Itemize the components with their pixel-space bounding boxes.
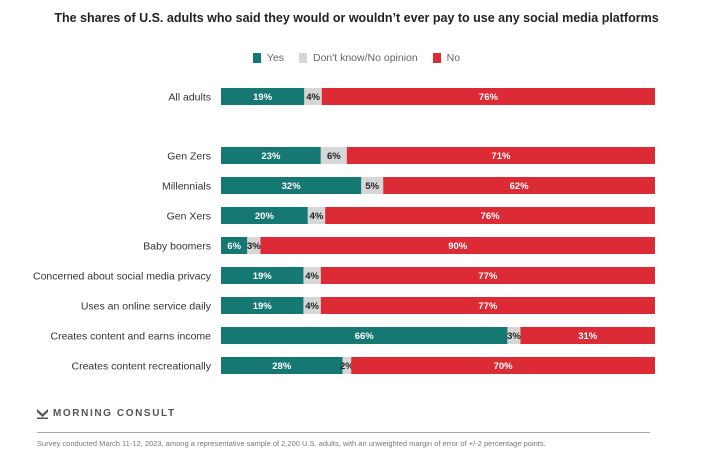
stacked-bar-chart: All adults 19% 4% 76% Gen Zers 23% 6% 71% Millen… (33, 88, 655, 374)
bar-segment-yes (221, 147, 321, 164)
bar-segment-no (520, 327, 655, 344)
bar-segment-yes (221, 267, 304, 284)
bar-row: Gen Zers 23% 6% 71% (167, 147, 655, 164)
bar-segment-dont-know (307, 207, 326, 224)
legend-item-no: No (432, 52, 461, 64)
data-label: 77% (478, 301, 498, 312)
data-label: 76% (479, 92, 499, 103)
footer-divider (37, 432, 650, 433)
legend-item-dont-know: Don't know/No opinion (298, 52, 418, 64)
data-label: 31% (578, 331, 598, 342)
data-label: 28% (272, 361, 292, 372)
bar-segment-yes (221, 357, 343, 374)
data-label: 71% (491, 151, 511, 162)
bar-segment-dont-know (342, 357, 352, 374)
data-label: 19% (253, 92, 273, 103)
data-label: 2% (340, 361, 354, 372)
category-label: Uses an online service daily (81, 301, 212, 313)
data-label: 90% (448, 241, 468, 252)
bar-row: Uses an online service daily 19% 4% 77% (81, 297, 655, 314)
bar-row: Creates content recreationally 28% 2% 70% (72, 357, 655, 374)
chart-legend: Yes Don't know/No opinion No (0, 52, 713, 66)
data-label: 20% (255, 211, 275, 222)
data-label: 70% (494, 361, 514, 372)
data-label: 6% (327, 151, 341, 162)
data-label: 3% (507, 331, 521, 342)
legend-label-yes: Yes (266, 52, 285, 64)
bar-segment-yes (221, 237, 248, 254)
bar-segment-no (325, 207, 655, 224)
data-label: 5% (365, 181, 379, 192)
data-label: 76% (481, 211, 501, 222)
bar-row: Millennials 32% 5% 62% (162, 177, 655, 194)
bar-row: Creates content and earns income 66% 3% 31% (50, 327, 655, 344)
data-label: 6% (227, 241, 241, 252)
data-label: 23% (261, 151, 281, 162)
category-label: Gen Zers (167, 151, 211, 163)
category-label: Creates content recreationally (72, 361, 212, 373)
category-label: Concerned about social media privacy (33, 271, 212, 283)
legend-swatch-dont-know (298, 53, 307, 63)
brand-logo: MORNING CONSULT (37, 408, 176, 419)
data-label: 62% (510, 181, 530, 192)
data-label: 19% (253, 271, 273, 282)
legend-label-no: No (446, 52, 461, 64)
brand-name: MORNING CONSULT (53, 408, 176, 419)
footnote: Survey conducted March 11-12, 2023, amon… (37, 439, 546, 448)
category-label: Gen Xers (167, 211, 211, 223)
morning-consult-m-icon (37, 408, 48, 419)
data-label: 19% (253, 301, 273, 312)
bar-row: Gen Xers 20% 4% 76% (167, 207, 655, 224)
bar-row: Baby boomers 6% 3% 90% (143, 237, 655, 254)
category-label: Millennials (162, 181, 211, 193)
data-label: 4% (310, 211, 324, 222)
category-label: Creates content and earns income (50, 331, 211, 343)
bar-row: All adults 19% 4% 76% (168, 88, 655, 105)
bar-segment-dont-know (303, 267, 321, 284)
legend-item-yes: Yes (252, 52, 285, 64)
data-label: 4% (306, 92, 320, 103)
bar-segment-yes (221, 327, 508, 344)
legend-swatch-yes (252, 53, 261, 63)
data-label: 77% (478, 271, 498, 282)
bar-segment-yes (221, 297, 304, 314)
data-label: 66% (355, 331, 375, 342)
legend-label-dont-know: Don't know/No opinion (312, 52, 418, 64)
data-label: 4% (305, 271, 319, 282)
bar-segment-yes (221, 88, 305, 105)
bar-segment-no (321, 88, 655, 105)
bar-segment-dont-know (320, 147, 347, 164)
data-label: 4% (305, 301, 319, 312)
bar-segment-no (320, 267, 655, 284)
bar-segment-no (383, 177, 655, 194)
category-label: All adults (168, 92, 211, 104)
bar-segment-dont-know (507, 327, 521, 344)
bar-segment-yes (221, 177, 362, 194)
bar-segment-no (260, 237, 655, 254)
bar-segment-no (351, 357, 655, 374)
data-label: 32% (282, 181, 302, 192)
bar-segment-dont-know (304, 88, 322, 105)
bar-row: Concerned about social media privacy 19% 4… (33, 267, 655, 284)
legend-swatch-no (432, 53, 441, 63)
chart-title: The shares of U.S. adults who said they … (54, 11, 659, 25)
data-label: 3% (247, 241, 261, 252)
bar-segment-no (320, 297, 655, 314)
bar-segment-dont-know (361, 177, 384, 194)
bar-segment-no (346, 147, 655, 164)
bar-segment-dont-know (247, 237, 261, 254)
bar-segment-yes (221, 207, 308, 224)
bar-segment-dont-know (303, 297, 321, 314)
category-label: Baby boomers (143, 241, 211, 253)
